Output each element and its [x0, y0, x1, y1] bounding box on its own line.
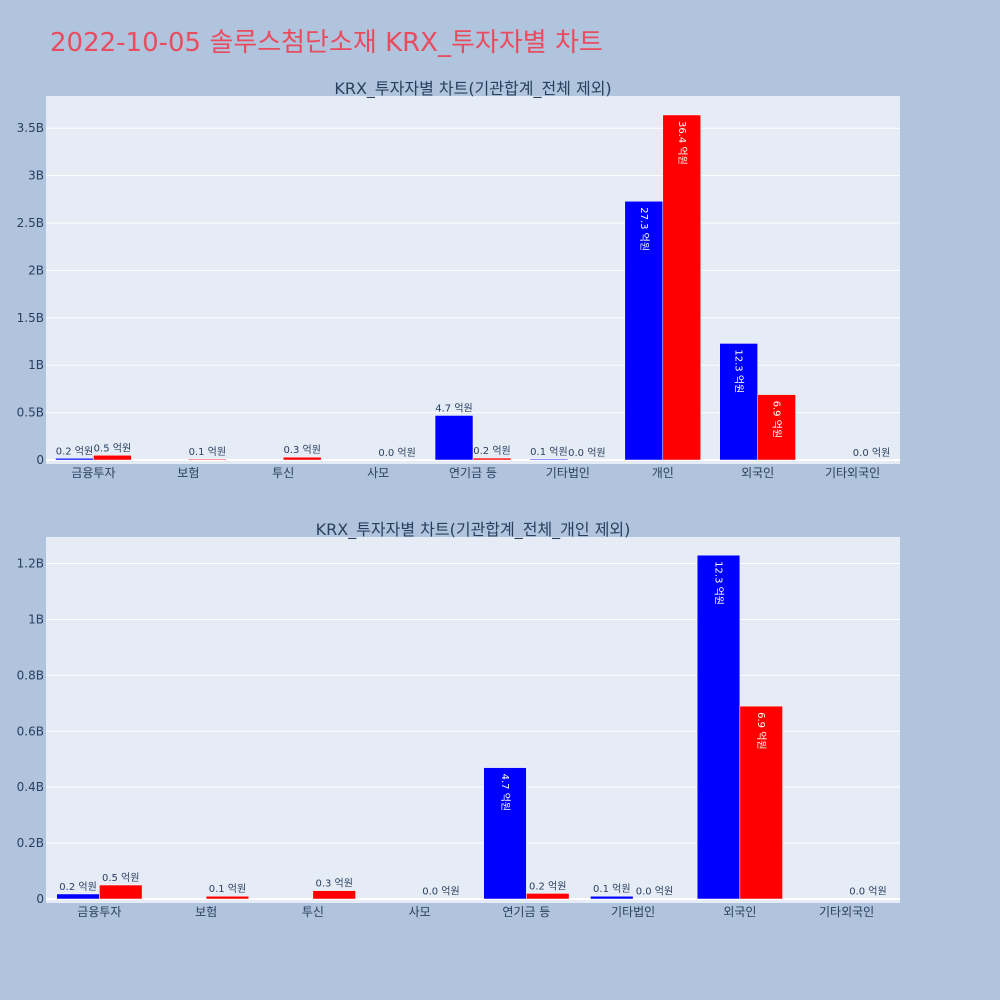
bar-data-label: 0.1 억원	[189, 446, 226, 458]
x-tick-label: 기타외국인	[819, 905, 874, 919]
x-tick-label: 기타법인	[546, 466, 590, 480]
bar-data-label: 0.5 억원	[102, 872, 139, 884]
y-tick-label: 1B	[28, 612, 44, 626]
bar-data-label: 36.4 억원	[676, 121, 688, 165]
x-tick-label: 기타외국인	[825, 466, 880, 480]
x-tick-label: 외국인	[741, 466, 774, 480]
bar-data-label: 0.1 억원	[530, 446, 567, 458]
bar	[205, 895, 250, 900]
x-tick-label: 금융투자	[77, 905, 121, 919]
bar	[56, 893, 100, 900]
y-tick-label: 0.8B	[17, 668, 44, 682]
bar	[434, 415, 474, 461]
chart-2: 0 0.2B 0.4B 0.6B 0.8B 1B 1.2B KRX_투자자별 차트(기관합계_…	[17, 520, 900, 919]
bar-data-label: 27.3 억원	[638, 207, 650, 251]
bar-data-label: 0.0 억원	[378, 447, 415, 459]
x-tick-label: 개인	[652, 466, 674, 480]
bar	[757, 394, 796, 461]
bar	[483, 767, 527, 900]
x-tick-label: 투신	[272, 466, 294, 480]
x-tick-label: 사모	[367, 466, 389, 480]
x-tick-label: 보험	[177, 466, 199, 480]
bar	[188, 458, 227, 461]
bar-data-label: 0.3 억원	[315, 878, 352, 890]
y-tick-label: 0.2B	[17, 836, 44, 850]
bar-data-label: 0.0 억원	[853, 447, 890, 459]
x-tick-label: 금융투자	[71, 466, 115, 480]
bar-data-label: 12.3 억원	[733, 349, 745, 393]
bar	[526, 893, 570, 900]
bar-data-label: 12.3 억원	[713, 561, 725, 605]
bar-data-label: 0.1 억원	[593, 883, 630, 895]
bar	[55, 458, 94, 461]
y-tick-label: 0	[36, 892, 44, 906]
bar	[590, 895, 634, 900]
y-tick-label: 0	[36, 453, 44, 467]
bar-data-label: 0.3 억원	[283, 444, 320, 456]
bar-data-label: 0.1 억원	[209, 883, 246, 895]
x-tick-label: 연기금 등	[449, 466, 497, 480]
x-tick-label: 기타법인	[611, 905, 655, 919]
y-tick-label: 0.6B	[17, 724, 44, 738]
x-tick-label: 투신	[302, 905, 324, 919]
bar-data-label: 0.2 억원	[529, 880, 566, 892]
bar	[662, 114, 701, 461]
bar-data-label: 6.9 억원	[771, 401, 783, 438]
chart-1: 0 0.5B 1B 1.5B 2B 2.5B 3B 3.5B KRX_투자자별 차트(기관합계_…	[17, 79, 900, 480]
bar	[739, 705, 783, 900]
y-tick-label: 1.2B	[17, 557, 44, 571]
y-tick-label: 0.4B	[17, 780, 44, 794]
page-title: 2022-10-05 솔루스첨단소재 KRX_투자자별 차트	[50, 28, 603, 58]
x-tick-label: 연기금 등	[502, 905, 550, 919]
bar	[312, 890, 356, 900]
y-tick-label: 2.5B	[17, 216, 44, 230]
bar	[696, 554, 741, 900]
x-tick-label: 외국인	[723, 905, 756, 919]
bar	[282, 456, 322, 461]
bar-data-label: 0.0 억원	[849, 886, 886, 898]
y-tick-label: 2B	[28, 263, 44, 277]
bar-data-label: 0.2 억원	[56, 445, 93, 457]
y-tick-label: 3.5B	[17, 121, 44, 135]
y-tick-label: 0.5B	[17, 406, 44, 420]
bar-data-label: 0.2 억원	[473, 445, 510, 457]
bar	[529, 458, 569, 461]
bar-data-label: 0.0 억원	[422, 886, 459, 898]
y-tick-label: 1.5B	[17, 311, 44, 325]
bar-data-label: 0.2 억원	[59, 881, 96, 893]
bar-data-label: 0.0 억원	[568, 447, 605, 459]
bar-data-label: 4.7 억원	[435, 402, 472, 414]
y-tick-label: 1B	[28, 358, 44, 372]
bar	[472, 457, 512, 461]
chart-title: KRX_투자자별 차트(기관합계_전체 제외)	[334, 79, 611, 99]
y-tick-label: 3B	[28, 169, 44, 183]
bar-data-label: 6.9 억원	[755, 712, 767, 749]
bar-data-label: 0.0 억원	[636, 886, 673, 898]
bar	[93, 455, 132, 461]
chart-title: KRX_투자자별 차트(기관합계_전체_개인 제외)	[316, 520, 631, 540]
bar-data-label: 0.5 억원	[94, 442, 131, 454]
bar-data-label: 4.7 억원	[499, 774, 511, 811]
x-tick-label: 사모	[409, 905, 431, 919]
bar	[99, 884, 143, 900]
x-tick-label: 보험	[195, 905, 217, 919]
